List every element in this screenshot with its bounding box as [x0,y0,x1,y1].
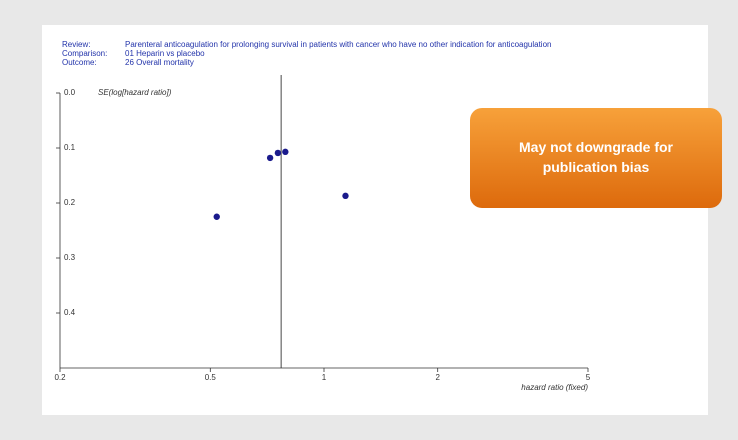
data-point [266,154,274,162]
x-tick-label: 0.2 [54,373,66,382]
y-tick-label: 0.4 [64,308,76,317]
callout-box [470,108,722,208]
header-label: Review: [62,40,90,49]
data-point [274,149,282,157]
header-text: 01 Heparin vs placebo [125,49,205,58]
y-tick-label: 0.0 [64,88,76,97]
y-tick-label: 0.1 [64,143,76,152]
x-tick-label: 0.5 [205,373,217,382]
header-text: Parenteral anticoagulation for prolongin… [125,40,551,49]
header-text: 26 Overall mortality [125,58,194,67]
data-point [213,213,220,220]
plot-panel [42,25,708,415]
data-point [342,192,349,200]
y-tick-label: 0.2 [64,198,76,207]
callout-line: publication bias [543,159,650,175]
x-tick-label: 2 [435,373,440,382]
y-axis-label: SE(log[hazard ratio]) [98,88,172,97]
callout-text: May not downgrade for publication bias [519,139,674,175]
header-label: Comparison: [62,49,107,58]
x-tick-label: 1 [322,373,327,382]
x-axis-label: hazard ratio (fixed) [521,383,588,392]
data-point [282,148,289,156]
callout-line: May not downgrade for [519,139,674,155]
x-tick-label: 5 [586,373,591,382]
header-label: Outcome: [62,58,97,67]
y-tick-label: 0.3 [64,253,76,262]
